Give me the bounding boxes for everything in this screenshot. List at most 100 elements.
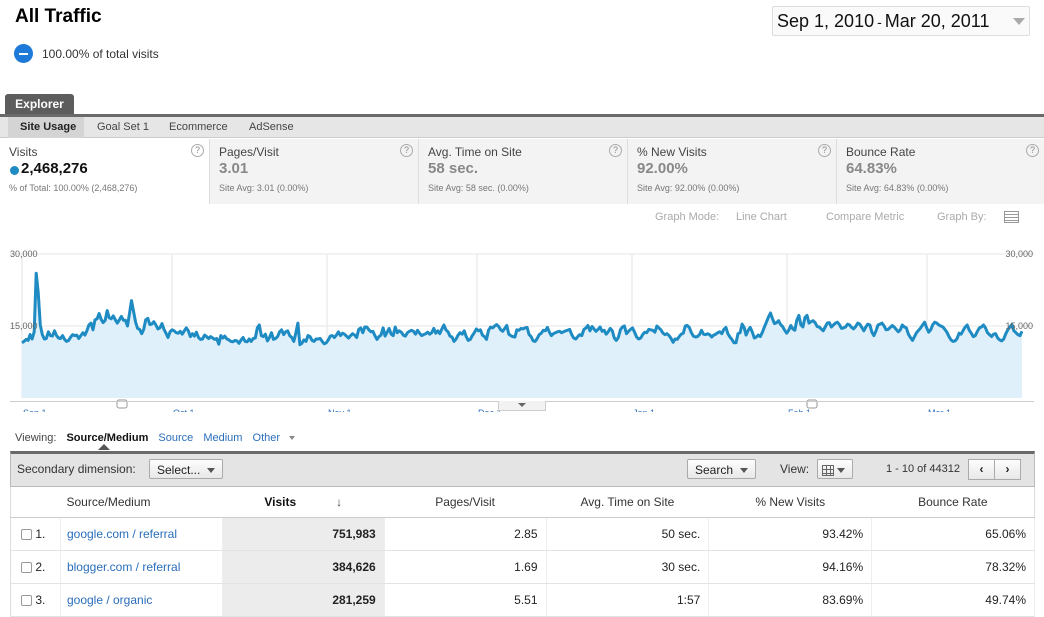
source-medium-link[interactable]: google / organic bbox=[66, 592, 153, 607]
view-mode-select[interactable] bbox=[817, 459, 853, 479]
table-row: 3. google / organic 281,259 5.51 1:57 83… bbox=[10, 583, 1035, 617]
avg-time-cell: 30 sec. bbox=[546, 550, 710, 584]
date-range-picker[interactable]: Sep 1, 2010- Mar 20, 2011 bbox=[772, 6, 1030, 36]
viewing-row: Viewing: Source/Medium Source Medium Oth… bbox=[15, 432, 309, 444]
chevron-down-icon bbox=[207, 468, 216, 474]
metric-pages-visit[interactable]: Pages/Visit 3.01 Site Avg: 3.01 (0.00%) … bbox=[210, 139, 419, 204]
metric-value: 3.01 bbox=[219, 160, 249, 177]
search-button[interactable]: Search bbox=[687, 459, 757, 479]
date-end: Mar 20, 2011 bbox=[884, 11, 990, 31]
chevron-down-icon bbox=[740, 468, 749, 474]
source-medium-link[interactable]: blogger.com / referral bbox=[66, 559, 181, 574]
row-index: 1. bbox=[35, 526, 46, 541]
bounce-rate-cell: 49.74% bbox=[871, 583, 1035, 617]
view-other-dropdown[interactable]: Other bbox=[253, 432, 303, 444]
table-header-row: Source/Medium Visits ↓ Pages/Visit Avg. T… bbox=[10, 487, 1035, 518]
metric-visits[interactable]: Visits 2,468,276 % of Total: 100.00% (2,… bbox=[0, 139, 210, 204]
view-other-label: Other bbox=[252, 432, 281, 444]
header-bounce-rate[interactable]: Bounce Rate bbox=[871, 487, 1035, 518]
help-icon[interactable]: ? bbox=[818, 144, 831, 157]
tab-divider bbox=[0, 114, 1044, 117]
select-column-header bbox=[10, 487, 61, 518]
visits-line bbox=[21, 271, 1024, 347]
annotation-marker-icon bbox=[806, 399, 818, 409]
graph-by-label: Graph By: bbox=[937, 211, 987, 223]
x-tick-label: Feb 1 bbox=[788, 408, 811, 412]
y-tick-label-right: 15,000 bbox=[1005, 321, 1033, 331]
metric-avg-time[interactable]: Avg. Time on Site 58 sec. Site Avg: 58 s… bbox=[419, 139, 628, 204]
date-separator: - bbox=[877, 14, 882, 30]
secondary-dimension-select[interactable]: Select... bbox=[149, 459, 224, 479]
subtab-active-highlight bbox=[8, 117, 84, 138]
header-new-visits[interactable]: % New Visits bbox=[708, 487, 872, 518]
help-icon[interactable]: ? bbox=[609, 144, 622, 157]
view-source-medium[interactable]: Source/Medium bbox=[66, 432, 149, 444]
view-source[interactable]: Source bbox=[158, 432, 194, 444]
y-tick-label-left: 30,000 bbox=[10, 249, 38, 259]
pages-visit-cell: 5.51 bbox=[384, 583, 547, 617]
subtab-site-usage[interactable]: Site Usage bbox=[20, 121, 77, 133]
metric-name: Pages/Visit bbox=[219, 145, 279, 159]
series-color-dot bbox=[10, 166, 19, 175]
pagination-text: 1 - 10 of 44312 bbox=[886, 463, 961, 475]
header-visits[interactable]: Visits ↓ bbox=[222, 487, 385, 518]
new-visits-cell: 83.69% bbox=[708, 583, 873, 617]
next-page-button[interactable]: › bbox=[994, 459, 1021, 480]
row-checkbox[interactable] bbox=[21, 594, 32, 606]
x-tick-label: Dec 1 bbox=[478, 408, 502, 412]
avg-time-cell: 50 sec. bbox=[546, 517, 710, 551]
metric-value: 64.83% bbox=[846, 160, 897, 177]
header-avg-time[interactable]: Avg. Time on Site bbox=[546, 487, 709, 518]
visits-area bbox=[22, 273, 1022, 398]
subtab-goal-set-1[interactable]: Goal Set 1 bbox=[97, 121, 149, 133]
date-start: Sep 1, 2010 bbox=[777, 11, 875, 31]
active-view-pointer bbox=[98, 444, 110, 450]
header-pages-visit[interactable]: Pages/Visit bbox=[384, 487, 547, 518]
metric-subtext: Site Avg: 58 sec. (0.00%) bbox=[428, 183, 529, 193]
metric-value: 58 sec. bbox=[428, 160, 479, 177]
pages-visit-cell: 1.69 bbox=[384, 550, 547, 584]
graph-mode-select[interactable]: Line Chart bbox=[736, 211, 787, 223]
sort-down-icon: ↓ bbox=[336, 494, 343, 509]
metric-new-visits[interactable]: % New Visits 92.00% Site Avg: 92.00% (0.… bbox=[628, 139, 837, 204]
secondary-dimension-label: Secondary dimension: bbox=[17, 462, 136, 476]
prev-page-button[interactable]: ‹ bbox=[968, 459, 995, 480]
source-medium-cell: blogger.com / referral bbox=[60, 550, 223, 584]
help-icon[interactable]: ? bbox=[400, 144, 413, 157]
x-tick-label: Oct 1 bbox=[173, 408, 195, 412]
help-icon[interactable]: ? bbox=[1026, 144, 1039, 157]
bounce-rate-cell: 65.06% bbox=[871, 517, 1035, 551]
bounce-rate-cell: 78.32% bbox=[871, 550, 1035, 584]
source-medium-cell: google / organic bbox=[60, 583, 223, 617]
compare-metric-button[interactable]: Compare Metric bbox=[826, 211, 905, 223]
metric-bounce-rate[interactable]: Bounce Rate 64.83% Site Avg: 64.83% (0.0… bbox=[837, 139, 1044, 204]
subtab-ecommerce[interactable]: Ecommerce bbox=[169, 121, 228, 133]
metric-subtext: Site Avg: 64.83% (0.00%) bbox=[846, 183, 949, 193]
table-toolbar: Secondary dimension: Select... Search Vi… bbox=[10, 451, 1035, 487]
visits-line-chart[interactable]: Sep 1 Oct 1 Nov 1 Dec 1 Jan 1 Feb 1 Mar 1 30,00… bbox=[0, 236, 1044, 412]
new-visits-cell: 93.42% bbox=[708, 517, 873, 551]
header-source-medium[interactable]: Source/Medium bbox=[60, 487, 223, 518]
help-icon[interactable]: ? bbox=[191, 144, 204, 157]
tab-explorer[interactable]: Explorer bbox=[5, 94, 74, 115]
avg-time-cell: 1:57 bbox=[546, 583, 710, 617]
chart-collapse-handle[interactable] bbox=[498, 401, 546, 411]
visits-cell: 281,259 bbox=[222, 583, 385, 617]
metric-name: Avg. Time on Site bbox=[428, 145, 522, 159]
row-checkbox[interactable] bbox=[21, 528, 32, 540]
visits-cell: 751,983 bbox=[222, 517, 385, 551]
segment-pie-icon[interactable] bbox=[14, 44, 33, 63]
metric-name: % New Visits bbox=[637, 145, 707, 159]
row-select-cell: 3. bbox=[10, 583, 61, 617]
pages-visit-cell: 2.85 bbox=[384, 517, 547, 551]
metric-value: 2,468,276 bbox=[21, 160, 88, 177]
view-medium[interactable]: Medium bbox=[203, 432, 243, 444]
row-select-cell: 1. bbox=[10, 517, 61, 551]
subtab-adsense[interactable]: AdSense bbox=[249, 121, 294, 133]
visits-cell: 384,626 bbox=[222, 550, 385, 584]
calendar-icon[interactable] bbox=[1004, 211, 1019, 223]
annotation-marker-icon bbox=[116, 399, 128, 409]
y-tick-label-right: 30,000 bbox=[1005, 249, 1033, 259]
row-checkbox[interactable] bbox=[21, 561, 32, 573]
source-medium-link[interactable]: google.com / referral bbox=[66, 526, 178, 541]
